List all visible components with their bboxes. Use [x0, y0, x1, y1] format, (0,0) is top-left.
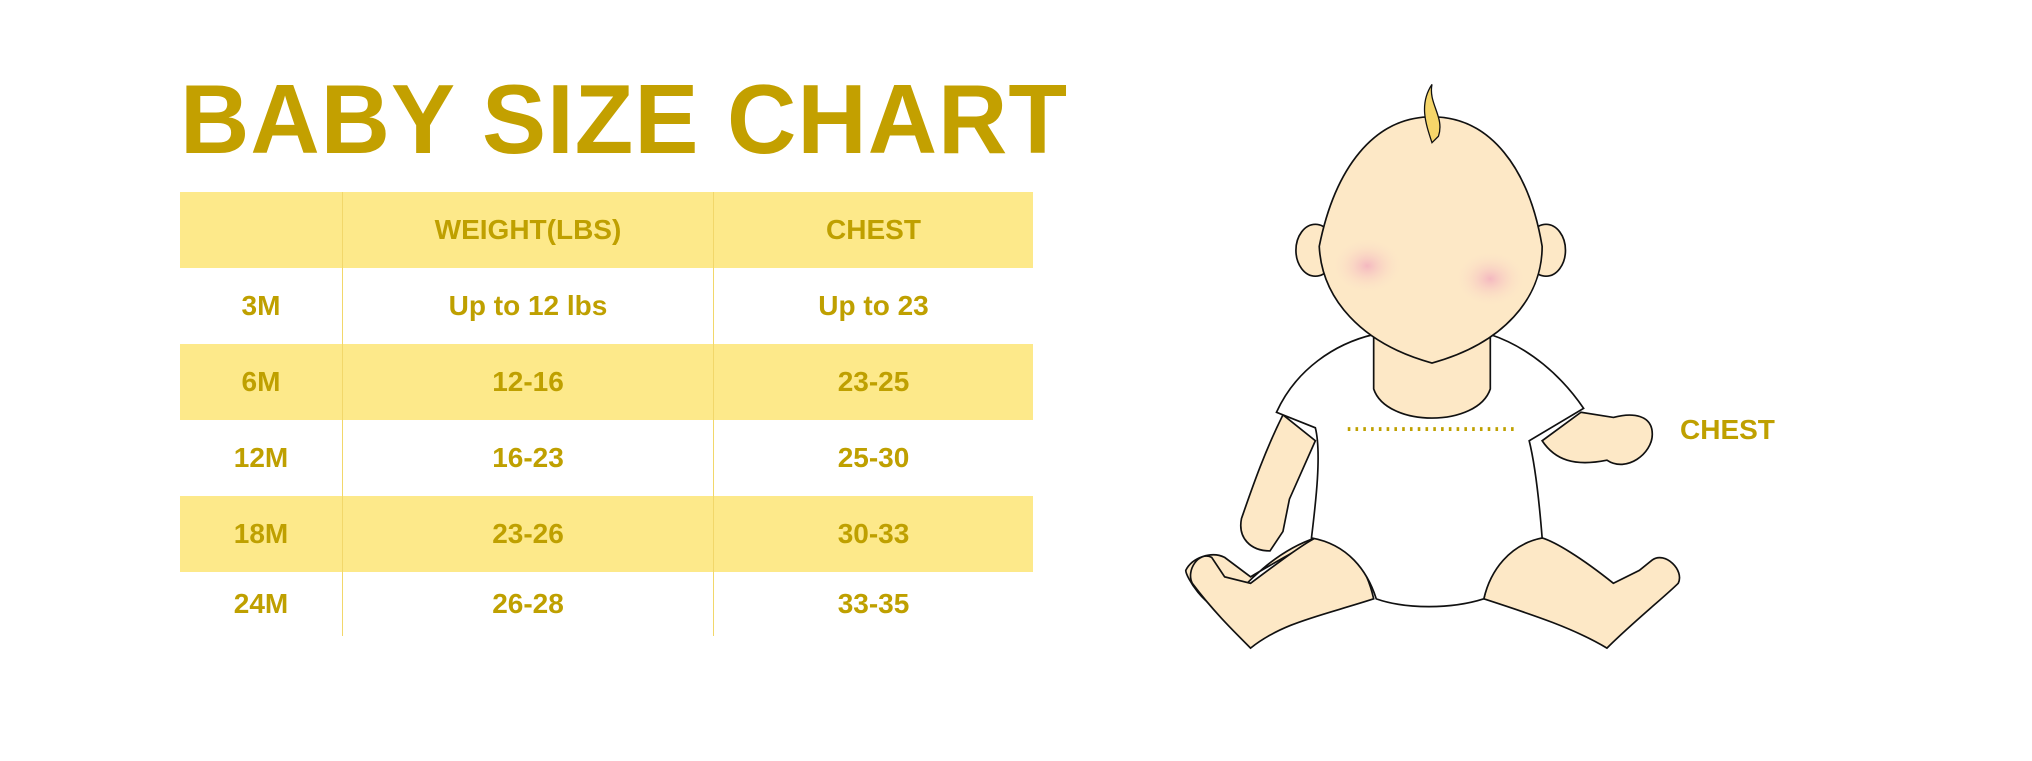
header-cell: CHEST [713, 192, 1033, 268]
weight-cell: 16-23 [342, 420, 713, 496]
right-arm [1540, 411, 1654, 466]
size-cell: 6M [241, 366, 281, 397]
table-row: 6M 12-16 23-25 [180, 344, 1033, 420]
weight-cell: 23-26 [342, 496, 713, 572]
size-cell: 3M [241, 290, 281, 321]
right-foot [1482, 537, 1681, 650]
left-cheek [1330, 237, 1404, 295]
size-cell: 24M [233, 588, 289, 619]
table-row: 12M 16-23 25-30 [180, 420, 1033, 496]
size-table: WEIGHT(LBS) CHEST 3M Up to 12 lbs Up to … [180, 192, 1033, 636]
chest-cell: 25-30 [713, 420, 1033, 496]
neck [1372, 333, 1492, 419]
chest-cell: 33-35 [713, 572, 1033, 636]
page-title: BABY SIZE CHART [180, 64, 1069, 174]
table-header-row: WEIGHT(LBS) CHEST [180, 192, 1033, 268]
weight-cell: 12-16 [342, 344, 713, 420]
table-row: 24M 26-28 33-35 [180, 572, 1033, 636]
onesie [1275, 333, 1585, 608]
hair-curl [1423, 84, 1441, 144]
header-cell: WEIGHT(LBS) [342, 192, 713, 268]
table-row: 18M 23-26 30-33 [180, 496, 1033, 572]
chest-label: CHEST [1680, 414, 1775, 445]
size-cell: 12M [233, 442, 289, 473]
chest-cell: Up to 23 [713, 268, 1033, 344]
right-cheek [1454, 250, 1527, 308]
chest-cell: 30-33 [713, 496, 1033, 572]
size-cell: 18M [233, 518, 289, 549]
chest-cell: 23-25 [713, 344, 1033, 420]
left-arm [1239, 413, 1317, 552]
weight-cell: Up to 12 lbs [342, 268, 713, 344]
weight-cell: 26-28 [342, 572, 713, 636]
table-row: 3M Up to 12 lbs Up to 23 [180, 268, 1033, 344]
